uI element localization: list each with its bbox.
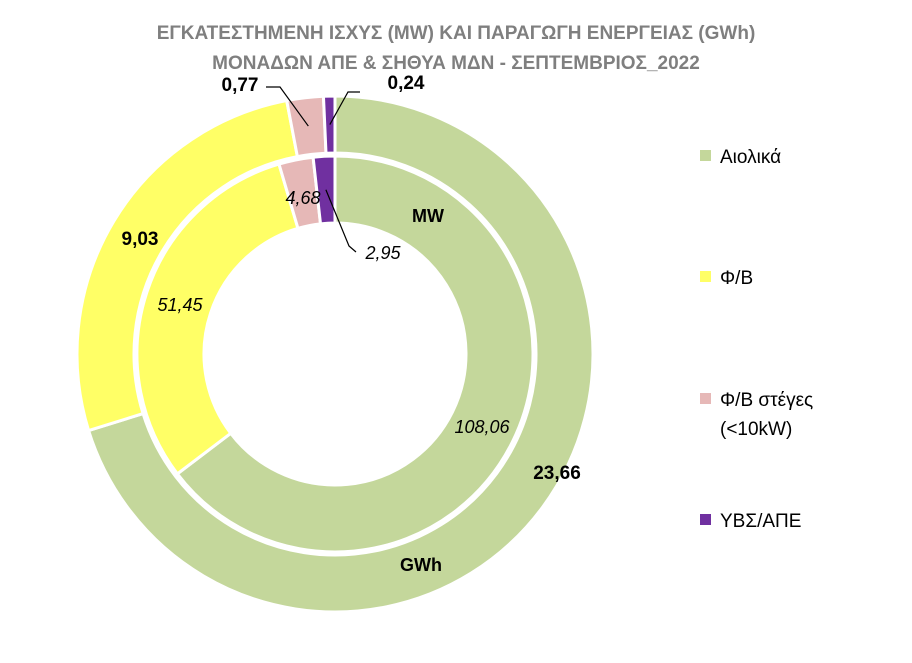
legend-swatch-hybrid	[700, 514, 711, 525]
chart-title-line-2: ΜΟΝΑΔΩΝ ΑΠΕ & ΣΗΘΥΑ ΜΔΝ - ΣΕΠΤΕΜΒΡΙΟΣ_20…	[212, 53, 700, 74]
gwh-label-hybrid: 0,24	[388, 73, 425, 94]
legend-label-pv: Φ/Β	[720, 268, 753, 289]
gwh-label-wind: 23,66	[533, 463, 581, 484]
legend: Αιολικά Φ/Β Φ/Β στέγες (<10kW) ΥΒΣ/ΑΠΕ	[700, 147, 813, 532]
legend-label-hybrid: ΥΒΣ/ΑΠΕ	[720, 511, 801, 532]
legend-label-pv-roofs: Φ/Β στέγες	[720, 390, 813, 411]
legend-swatch-wind	[700, 150, 711, 161]
gwh-label-pv: 9,03	[122, 229, 159, 250]
gwh-leader-hybrid	[329, 91, 360, 125]
mw-label-hybrid: 2,95	[364, 243, 401, 263]
mw-leader-hybrid	[325, 189, 357, 253]
gwh-ring	[75, 94, 595, 614]
legend-swatch-pv	[700, 271, 711, 282]
gwh-label-pv-roofs: 0,77	[222, 75, 259, 96]
ring-name-gwh: GWh	[400, 555, 442, 575]
mw-label-pv: 51,45	[157, 295, 203, 315]
chart-title-line-1: ΕΓΚΑΤΕΣΤΗΜΕΝΗ ΙΣΧΥΣ (MW) ΚΑΙ ΠΑΡΑΓΩΓΗ ΕΝ…	[157, 23, 756, 44]
mw-slice-wind	[175, 154, 535, 554]
mw-slice-hybrid	[311, 154, 337, 226]
legend-label-wind: Αιολικά	[720, 147, 781, 168]
leader-lines	[266, 86, 360, 253]
mw-label-wind: 108,06	[454, 417, 510, 437]
gwh-leader-pv-roofs	[266, 86, 309, 127]
legend-label-pv-roofs-line-2: (<10kW)	[720, 419, 792, 440]
gwh-slice-wind	[86, 94, 595, 614]
legend-swatch-pv-roofs	[700, 393, 711, 404]
mw-label-pv-roofs: 4,68	[285, 188, 320, 208]
data-labels: 108,06 51,45 4,68 2,95 23,66 9,03 0,77 0,24	[122, 73, 581, 484]
ring-name-mw: MW	[412, 206, 444, 226]
mw-slice-pv	[135, 162, 300, 476]
gwh-slice-hybrid	[321, 94, 337, 155]
mw-ring	[135, 154, 535, 554]
